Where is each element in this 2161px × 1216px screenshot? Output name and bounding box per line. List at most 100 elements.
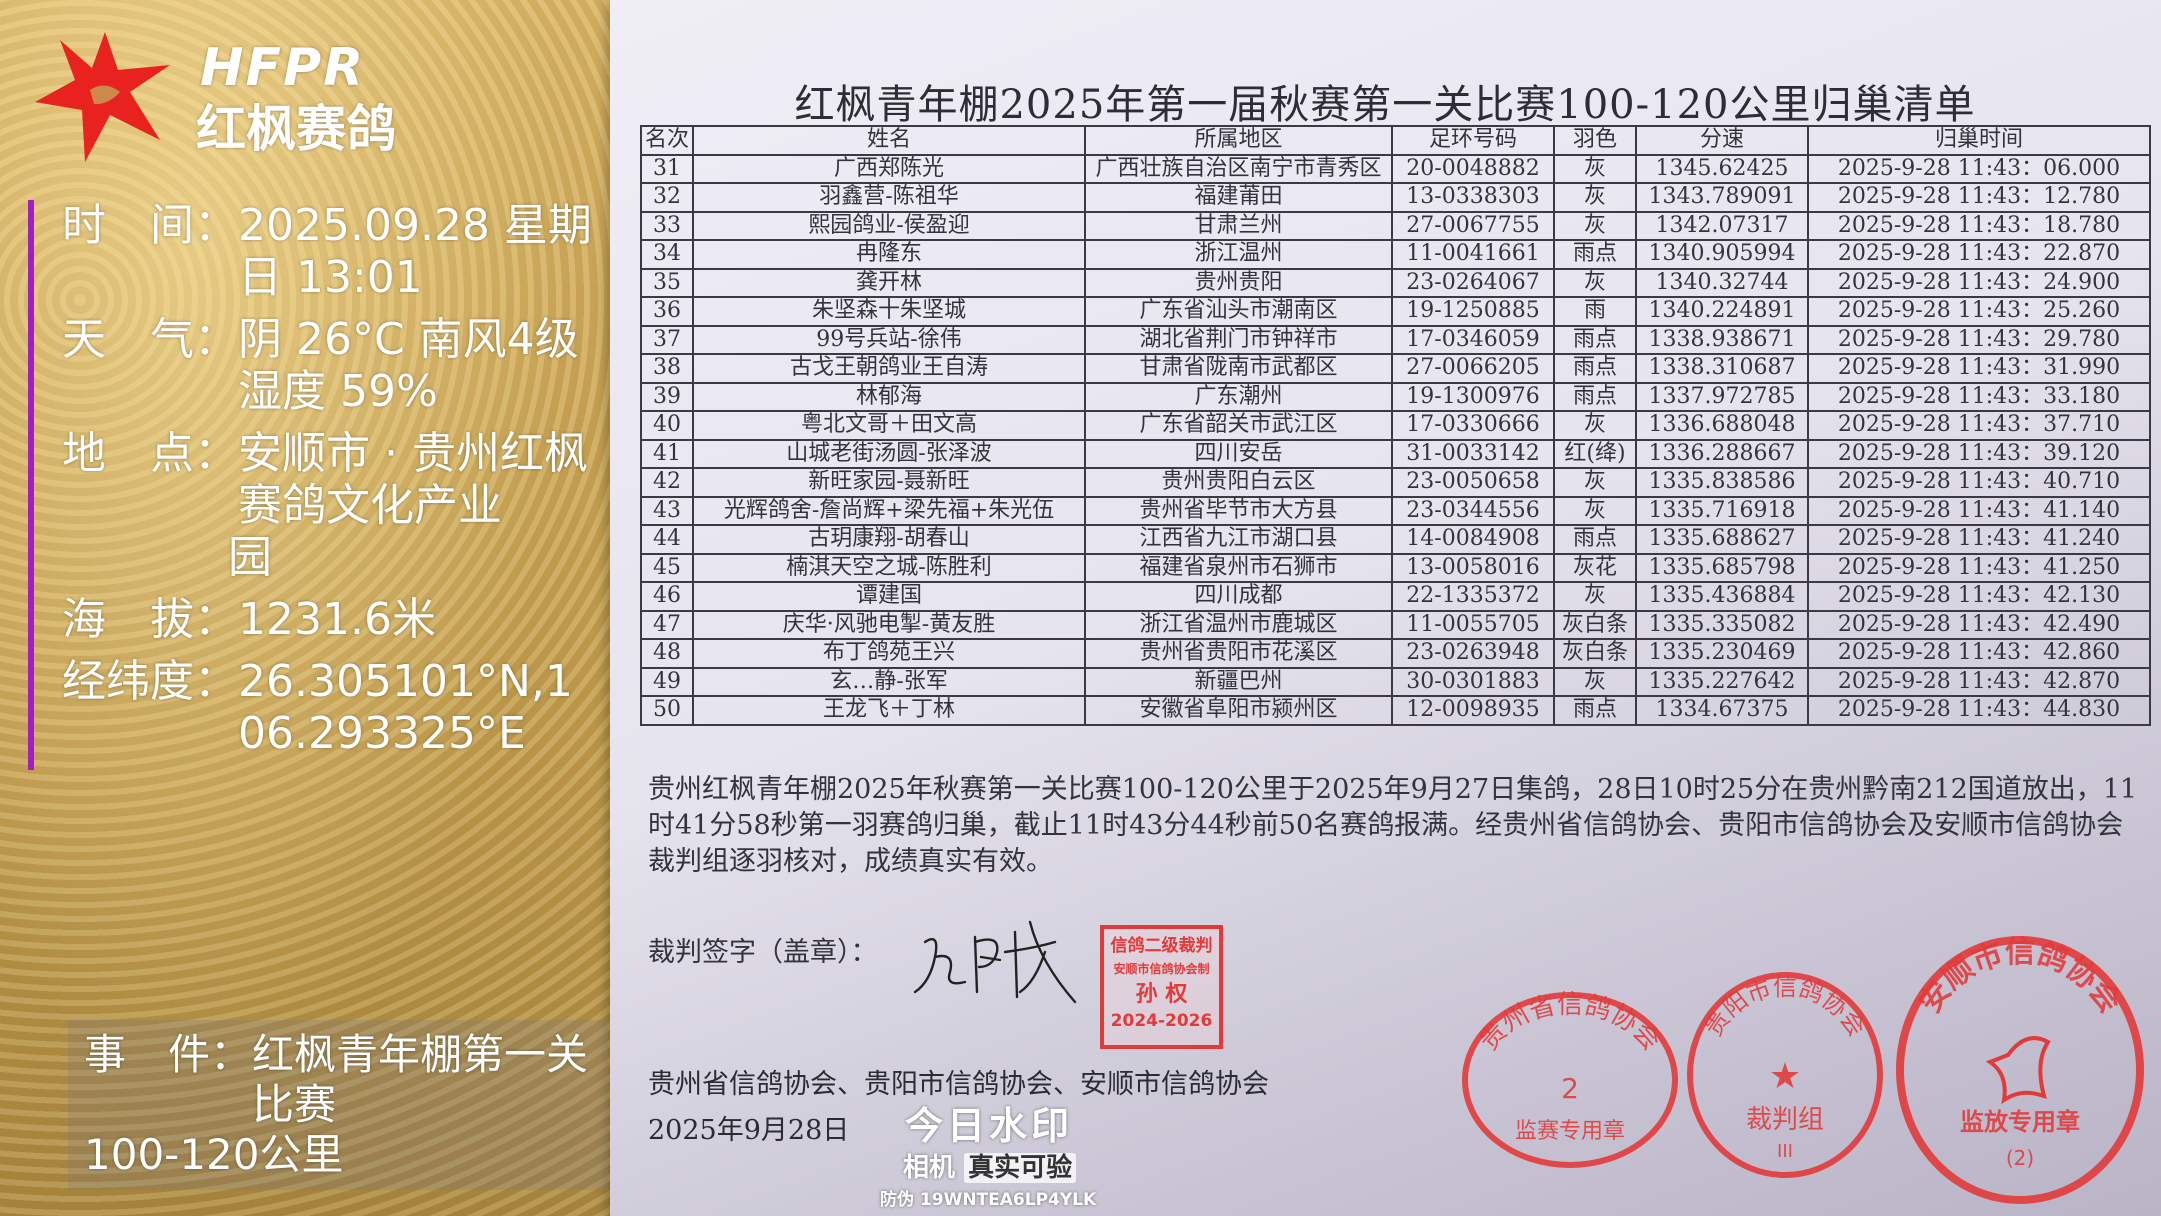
cell-feather-color: 雨点: [1553, 381, 1637, 412]
cell-ring-number: 30-0301883: [1391, 666, 1555, 697]
cell-name: 布丁鸽苑王兴: [692, 638, 1086, 669]
cell-speed: 1335.436884: [1635, 581, 1809, 612]
cell-name: 古戈王朝鸽业王自涛: [692, 353, 1086, 384]
cell-arrival-time: 2025-9-28 11:43：41.140: [1807, 495, 2151, 526]
cell-speed: 1336.688048: [1635, 410, 1809, 441]
column-header-rank: 名次: [640, 125, 694, 156]
cell-arrival-time: 2025-9-28 11:43：12.780: [1807, 182, 2151, 213]
cell-region: 广西壮族自治区南宁市青秀区: [1084, 153, 1393, 184]
signature-label: 裁判签字（盖章）：: [648, 937, 878, 968]
cell-arrival-time: 2025-9-28 11:43：06.000: [1807, 153, 2151, 184]
time-value: 2025.09.28 星期日 13:01: [238, 200, 592, 303]
cell-ring-number: 23-0263948: [1391, 638, 1555, 669]
cell-region: 福建莆田: [1084, 182, 1393, 213]
watermark-camera: 相机 真实可验: [903, 1152, 1077, 1184]
cell-region: 福建省泉州市石狮市: [1084, 552, 1393, 583]
cell-ring-number: 31-0033142: [1391, 438, 1555, 469]
cell-speed: 1338.310687: [1635, 353, 1809, 384]
cell-rank: 37: [640, 324, 694, 355]
cell-rank: 41: [640, 438, 694, 469]
weather-row: 天 气：阴 26°C 南风4级 湿度 59%: [62, 314, 598, 418]
cell-name: 庆华·风驰电掣-黄友胜: [692, 609, 1086, 640]
cell-arrival-time: 2025-9-28 11:43：42.860: [1807, 638, 2151, 669]
cell-ring-number: 19-1250885: [1391, 296, 1555, 327]
cell-name: 楠淇天空之城-陈胜利: [692, 552, 1086, 583]
watermark-brand: 今日水印: [905, 1104, 1074, 1148]
table-row: 43 光辉鸽舍-詹尚辉+梁先福+朱光伍 贵州省毕节市大方县 23-0344556 灰 13…: [640, 495, 2151, 526]
cell-ring-number: 27-0067755: [1391, 210, 1555, 241]
cell-arrival-time: 2025-9-28 11:43：18.780: [1807, 210, 2151, 241]
cell-rank: 43: [640, 495, 694, 526]
cell-ring-number: 23-0050658: [1391, 467, 1555, 498]
table-row: 47 庆华·风驰电掣-黄友胜 浙江省温州市鹿城区 11-0055705 灰白条 1335.…: [640, 609, 2151, 640]
cell-region: 四川成都: [1084, 581, 1393, 612]
table-row: 42 新旺家园-聂新旺 贵州贵阳白云区 23-0050658 灰 1335.838586 2…: [640, 467, 2151, 498]
anti-fake-code: 防伪 19WNTEA6LP4YLK: [880, 1190, 1097, 1210]
info-panel: 时 间： 2025.09.28 星期日 13:01 天 气：阴 26°C 南风4级…: [28, 200, 608, 1190]
cell-name: 99号兵站-徐伟: [692, 324, 1086, 355]
cell-region: 贵州贵阳: [1084, 267, 1393, 298]
hongfeng-maple-logo-icon: [35, 32, 170, 162]
cell-feather-color: 灰: [1553, 410, 1637, 441]
table-row: 37 99号兵站-徐伟 湖北省荆门市钟祥市 17-0346059 雨点 1338.9386…: [640, 324, 2151, 355]
cell-feather-color: 灰: [1553, 467, 1637, 498]
cell-arrival-time: 2025-9-28 11:43：39.120: [1807, 438, 2151, 469]
cell-feather-color: 灰: [1553, 153, 1637, 184]
cell-name: 谭建国: [692, 581, 1086, 612]
cell-rank: 40: [640, 410, 694, 441]
table-row: 31 广西郑陈光 广西壮族自治区南宁市青秀区 20-0048882 灰 1345.6242…: [640, 153, 2151, 184]
cell-ring-number: 17-0346059: [1391, 324, 1555, 355]
cell-feather-color: 灰: [1553, 666, 1637, 697]
cell-region: 湖北省荆门市钟祥市: [1084, 324, 1393, 355]
table-row: 41 山城老街汤圆-张泽波 四川安岳 31-0033142 红(绛) 1336.28866…: [640, 438, 2151, 469]
cell-region: 贵州省贵阳市花溪区: [1084, 638, 1393, 669]
table-row: 45 楠淇天空之城-陈胜利 福建省泉州市石狮市 13-0058016 灰花 1335.68…: [640, 552, 2151, 583]
results-table: 名次 姓名 所属地区 足环号码 羽色 分速 归巢时间 31 广西郑陈光 广西壮族自治区南宁市青秀…: [640, 125, 2151, 726]
place-value: 安顺市 · 贵州红枫赛鸽文化产业: [238, 428, 588, 531]
cell-feather-color: 灰: [1553, 182, 1637, 213]
event-box: 事 件： 红枫青年棚第一关比赛 100-120公里: [68, 1020, 608, 1190]
cell-speed: 1337.972785: [1635, 381, 1809, 412]
cell-ring-number: 11-0055705: [1391, 609, 1555, 640]
coordinates-row: 经纬度： 26.305101°N,106.293325°E: [62, 656, 598, 760]
cell-feather-color: 灰白条: [1553, 638, 1637, 669]
cell-rank: 44: [640, 524, 694, 555]
logo-text-cn: 红枫赛鸽: [196, 100, 396, 158]
cell-region: 甘肃省陇南市武都区: [1084, 353, 1393, 384]
cell-rank: 50: [640, 695, 694, 726]
cell-rank: 33: [640, 210, 694, 241]
cell-name: 新旺家园-聂新旺: [692, 467, 1086, 498]
cell-ring-number: 27-0066205: [1391, 353, 1555, 384]
table-row: 49 玄…静-张军 新疆巴州 30-0301883 灰 1335.227642 2025-9…: [640, 666, 2151, 697]
cell-rank: 45: [640, 552, 694, 583]
cell-arrival-time: 2025-9-28 11:43：41.240: [1807, 524, 2151, 555]
cell-arrival-time: 2025-9-28 11:43：42.490: [1807, 609, 2151, 640]
cell-region: 安徽省阜阳市颍州区: [1084, 695, 1393, 726]
cell-ring-number: 23-0264067: [1391, 267, 1555, 298]
cell-arrival-time: 2025-9-28 11:43：40.710: [1807, 467, 2151, 498]
event-value-continued: 100-120公里: [84, 1130, 344, 1179]
cell-arrival-time: 2025-9-28 11:43：37.710: [1807, 410, 2151, 441]
cell-region: 四川安岳: [1084, 438, 1393, 469]
cell-name: 古玥康翔-胡春山: [692, 524, 1086, 555]
cell-feather-color: 灰: [1553, 267, 1637, 298]
cell-name: 粤北文哥＋田文高: [692, 410, 1086, 441]
cell-name: 王龙飞＋丁林: [692, 695, 1086, 726]
cell-name: 光辉鸽舍-詹尚辉+梁先福+朱光伍: [692, 495, 1086, 526]
table-row: 32 羽鑫营-陈祖华 福建莆田 13-0338303 灰 1343.789091 2025-…: [640, 182, 2151, 213]
cell-arrival-time: 2025-9-28 11:43：42.870: [1807, 666, 2151, 697]
cell-rank: 36: [640, 296, 694, 327]
associations-line: 贵州省信鸽协会、贵阳市信鸽协会、安顺市信鸽协会: [648, 1069, 1269, 1100]
cell-rank: 31: [640, 153, 694, 184]
cell-feather-color: 雨点: [1553, 695, 1637, 726]
cell-name: 广西郑陈光: [692, 153, 1086, 184]
cell-feather-color: 雨点: [1553, 239, 1637, 270]
table-row: 48 布丁鸽苑王兴 贵州省贵阳市花溪区 23-0263948 灰白条 1335.23046…: [640, 638, 2151, 669]
weather-value: 阴 26°C 南风4级 湿度 59%: [238, 314, 579, 417]
altitude-value: 1231.6米: [238, 594, 436, 645]
cell-ring-number: 23-0344556: [1391, 495, 1555, 526]
cell-name: 冉隆东: [692, 239, 1086, 270]
cell-region: 广东省汕头市潮南区: [1084, 296, 1393, 327]
cell-speed: 1342.07317: [1635, 210, 1809, 241]
cell-feather-color: 灰花: [1553, 552, 1637, 583]
